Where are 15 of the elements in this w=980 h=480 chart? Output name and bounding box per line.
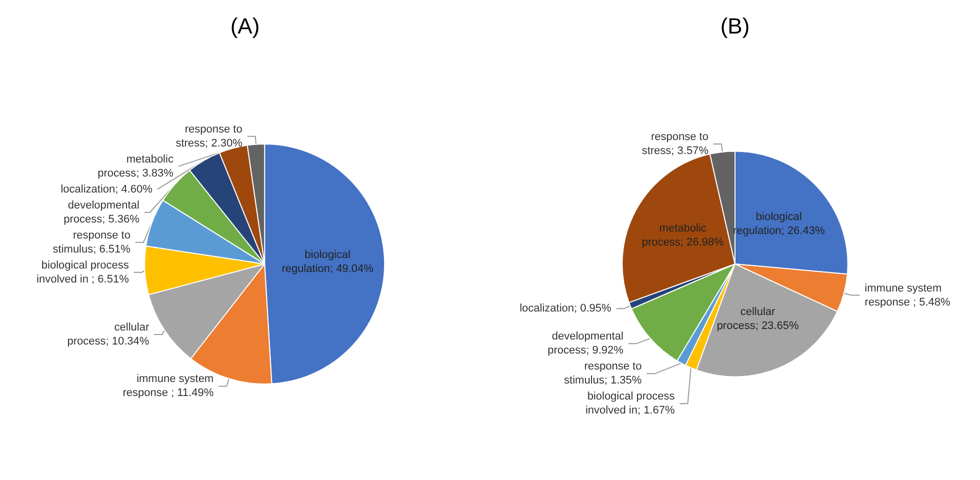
slice-label: immune system response ; 5.48%	[864, 282, 951, 308]
chart-title: (A)	[230, 14, 260, 38]
slice-label: metabolic process; 26.98%	[642, 222, 724, 249]
slice-label: localization; 0.95%	[520, 302, 612, 315]
chart-title: (B)	[720, 14, 750, 38]
slice-label: response to stress; 3.57%	[642, 130, 709, 157]
slice-label: response to stress; 2.30%	[176, 123, 243, 150]
slice-label: cellular process; 23.65%	[716, 306, 799, 332]
slice-label: biological process involved in ; 6.51%	[36, 259, 130, 286]
slice-label: biological process involved in; 1.67%	[585, 390, 676, 417]
slice-label: localization; 4.60%	[60, 183, 153, 196]
slice-label: cellular process; 10.34%	[67, 322, 150, 348]
slice-label: metabolic process; 3.83%	[98, 153, 174, 180]
slice-label: biological regulation; 49.04%	[282, 249, 374, 276]
slice-label: immune system response ; 11.49%	[122, 373, 214, 400]
